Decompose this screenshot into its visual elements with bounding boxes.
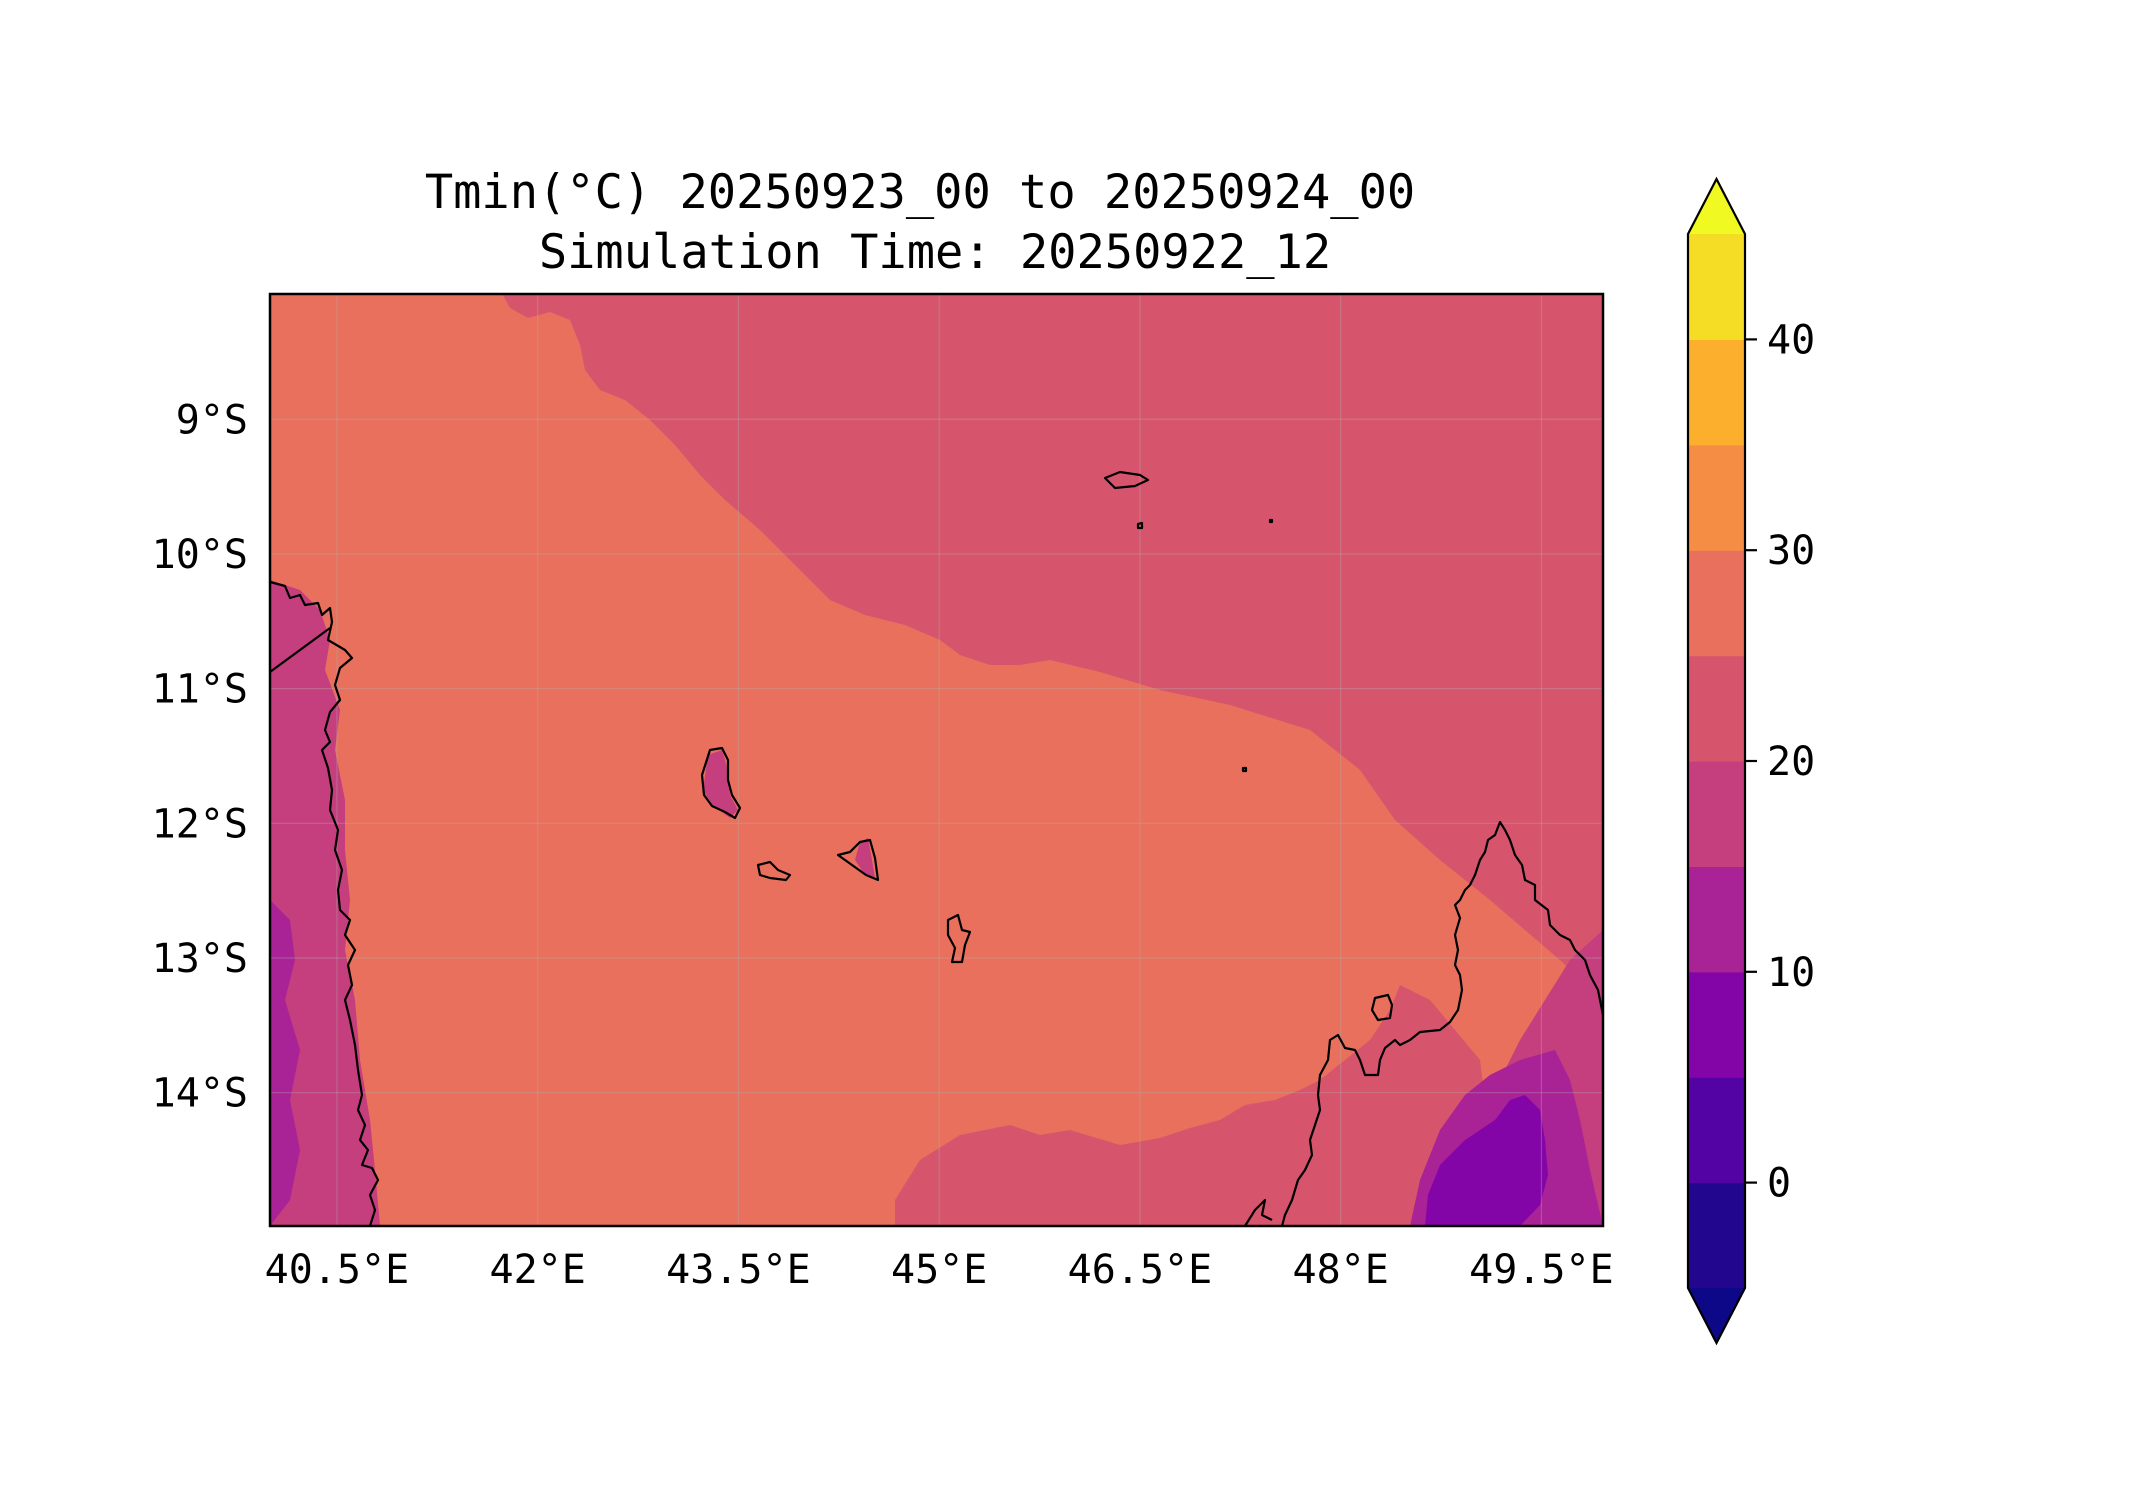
colorbar-segment [1688, 1077, 1745, 1184]
y-tick-labels: 9°S 10°S 11°S 12°S 13°S 14°S [152, 397, 248, 1116]
coastline-assumption [1136, 521, 1144, 530]
colorbar-segment [1688, 655, 1745, 762]
zone-island-anjouan [855, 838, 875, 878]
zone-ocean-north [475, 294, 1603, 1000]
colorbar-segment [1688, 550, 1745, 657]
coastline-nosy-be [1370, 993, 1394, 1022]
y-tick-label: 11°S [152, 667, 248, 713]
colorbar-tick-label: 20 [1767, 739, 1815, 785]
colorbar-segment [1688, 444, 1745, 551]
colorbar-outline [1686, 176, 1747, 1346]
y-tick-label: 12°S [152, 801, 248, 847]
coastline-anjouan [836, 838, 880, 882]
colorbar-extend-under [1688, 1288, 1745, 1343]
colorbar-tick-label: 0 [1767, 1161, 1791, 1207]
chart-subtitle: Simulation Time: 20250922_12 [539, 225, 1331, 280]
y-tick-label: 14°S [152, 1071, 248, 1117]
colorbar-segment [1688, 971, 1745, 1078]
coastline-grande-comore [700, 746, 742, 820]
x-tick-label: 42°E [490, 1247, 586, 1293]
coastline-moheli [756, 860, 792, 882]
x-tick-label: 48°E [1293, 1247, 1389, 1293]
coastline-border [270, 627, 331, 673]
y-tick-label: 10°S [152, 532, 248, 578]
y-tick-label: 9°S [176, 397, 248, 443]
coastline-africa [270, 580, 380, 1226]
y-tick-label: 13°S [152, 936, 248, 982]
x-tick-label: 40.5°E [265, 1247, 410, 1293]
x-tick-label: 45°E [891, 1247, 987, 1293]
x-tick-label: 46.5°E [1068, 1247, 1213, 1293]
x-tick-labels: 40.5°E 42°E 43.5°E 45°E 46.5°E 48°E 49.5°E [265, 1247, 1614, 1293]
gridlines [270, 294, 1603, 1226]
zone-coastal-land-west [270, 580, 380, 1226]
colorbar-tick-label: 40 [1767, 317, 1815, 363]
coastline-madagascar [1280, 820, 1603, 1226]
coastline-madagascar-inlet [1244, 1198, 1273, 1226]
colorbar-segment [1688, 866, 1745, 973]
colorbar-segment [1688, 339, 1745, 446]
colorbar-segment [1688, 234, 1745, 340]
colorbar: 0 10 20 30 40 [1686, 176, 1815, 1346]
zone-island-grande-comore [703, 750, 738, 818]
zone-highland-west [270, 900, 300, 1226]
coastlines [270, 470, 1603, 1226]
colorbar-segment [1688, 1182, 1745, 1289]
chart-title: Tmin(°C) 20250923_00 to 20250924_00 [425, 165, 1415, 220]
x-tick-label: 49.5°E [1469, 1247, 1614, 1293]
map-panel [270, 294, 1603, 1226]
coastline-mayotte [946, 913, 972, 964]
colorbar-tick-label: 10 [1767, 950, 1815, 996]
coastline-aldabra [1103, 470, 1150, 490]
x-tick-label: 43.5°E [666, 1247, 811, 1293]
colorbar-extend-over [1688, 179, 1745, 234]
zone-core-east [1425, 1095, 1548, 1226]
colorbar-tick-label: 30 [1767, 528, 1815, 574]
coastline-cosmoledo-speck [1268, 518, 1274, 524]
map-frame [268, 292, 1605, 1228]
zone-ocean-south-band [895, 985, 1500, 1226]
colorbar-segment [1688, 761, 1745, 867]
coastline-glorioso-speck [1241, 766, 1248, 773]
